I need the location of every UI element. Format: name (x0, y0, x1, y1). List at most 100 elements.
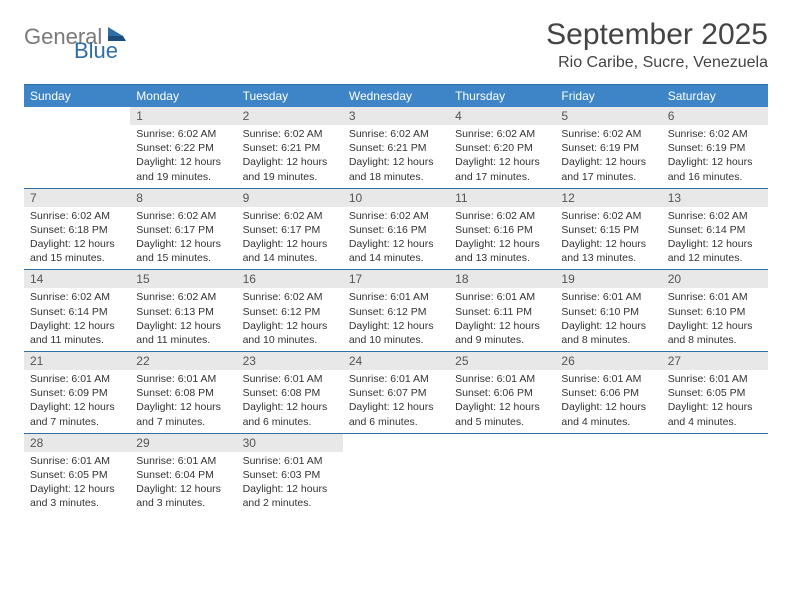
day-number (24, 107, 130, 125)
sunset-text: Sunset: 6:10 PM (561, 305, 655, 319)
week-row: 7Sunrise: 6:02 AMSunset: 6:18 PMDaylight… (24, 189, 768, 271)
daylight-text: Daylight: 12 hours and 17 minutes. (455, 155, 549, 183)
day-number: 27 (662, 352, 768, 370)
sunset-text: Sunset: 6:05 PM (668, 386, 762, 400)
day-cell: 17 Sunrise: 6:01 AMSunset: 6:12 PMDayligh… (343, 270, 449, 351)
dow-monday: Monday (130, 85, 236, 107)
location: Rio Caribe, Sucre, Venezuela (546, 54, 768, 72)
day-cell: 1Sunrise: 6:02 AMSunset: 6:22 PMDaylight… (130, 107, 236, 188)
day-cell: 16Sunrise: 6:02 AMSunset: 6:12 PMDayligh… (237, 270, 343, 351)
day-number: 6 (662, 107, 768, 125)
sunrise-text: Sunrise: 6:01 AM (561, 290, 655, 304)
sunset-text: Sunset: 6:04 PM (136, 468, 230, 482)
day-cell: 29Sunrise: 6:01 AMSunset: 6:04 PMDayligh… (130, 434, 236, 515)
sunrise-text: Sunrise: 6:01 AM (349, 290, 443, 304)
day-data: Sunrise: 6:01 AMSunset: 6:11 PMDaylight:… (449, 288, 555, 351)
day-data: Sunrise: 6:02 AMSunset: 6:19 PMDaylight:… (555, 125, 661, 188)
sunrise-text: Sunrise: 6:01 AM (455, 290, 549, 304)
daylight-text: Daylight: 12 hours and 10 minutes. (349, 319, 443, 347)
day-number: 2 (237, 107, 343, 125)
week-row: 28Sunrise: 6:01 AMSunset: 6:05 PMDayligh… (24, 434, 768, 515)
sunset-text: Sunset: 6:16 PM (349, 223, 443, 237)
sunset-text: Sunset: 6:20 PM (455, 141, 549, 155)
day-number: 30 (237, 434, 343, 452)
day-data: Sunrise: 6:02 AMSunset: 6:18 PMDaylight:… (24, 207, 130, 270)
sunrise-text: Sunrise: 6:02 AM (243, 209, 337, 223)
day-cell (343, 434, 449, 515)
day-cell: 30Sunrise: 6:01 AMSunset: 6:03 PMDayligh… (237, 434, 343, 515)
daylight-text: Daylight: 12 hours and 14 minutes. (349, 237, 443, 265)
day-cell (555, 434, 661, 515)
day-cell: 24Sunrise: 6:01 AMSunset: 6:07 PMDayligh… (343, 352, 449, 433)
sunset-text: Sunset: 6:13 PM (136, 305, 230, 319)
sunrise-text: Sunrise: 6:02 AM (243, 127, 337, 141)
sunset-text: Sunset: 6:06 PM (455, 386, 549, 400)
sunset-text: Sunset: 6:22 PM (136, 141, 230, 155)
sunset-text: Sunset: 6:16 PM (455, 223, 549, 237)
day-number (343, 434, 449, 452)
week-row: 14Sunrise: 6:02 AMSunset: 6:14 PMDayligh… (24, 270, 768, 352)
sunrise-text: Sunrise: 6:02 AM (243, 290, 337, 304)
day-cell: 20Sunrise: 6:01 AMSunset: 6:10 PMDayligh… (662, 270, 768, 351)
day-number: 5 (555, 107, 661, 125)
day-cell: 8Sunrise: 6:02 AMSunset: 6:17 PMDaylight… (130, 189, 236, 270)
daylight-text: Daylight: 12 hours and 3 minutes. (30, 482, 124, 510)
sunrise-text: Sunrise: 6:01 AM (455, 372, 549, 386)
sunrise-text: Sunrise: 6:01 AM (349, 372, 443, 386)
day-cell: 9Sunrise: 6:02 AMSunset: 6:17 PMDaylight… (237, 189, 343, 270)
day-number: 20 (662, 270, 768, 288)
day-cell: 12Sunrise: 6:02 AMSunset: 6:15 PMDayligh… (555, 189, 661, 270)
day-cell: 14Sunrise: 6:02 AMSunset: 6:14 PMDayligh… (24, 270, 130, 351)
day-data: Sunrise: 6:01 AMSunset: 6:03 PMDaylight:… (237, 452, 343, 515)
sunset-text: Sunset: 6:15 PM (561, 223, 655, 237)
daylight-text: Daylight: 12 hours and 3 minutes. (136, 482, 230, 510)
sunrise-text: Sunrise: 6:01 AM (668, 372, 762, 386)
sunrise-text: Sunrise: 6:01 AM (30, 372, 124, 386)
day-data: Sunrise: 6:02 AMSunset: 6:16 PMDaylight:… (449, 207, 555, 270)
daylight-text: Daylight: 12 hours and 13 minutes. (455, 237, 549, 265)
sunset-text: Sunset: 6:03 PM (243, 468, 337, 482)
sunset-text: Sunset: 6:07 PM (349, 386, 443, 400)
sunrise-text: Sunrise: 6:02 AM (30, 209, 124, 223)
day-data: Sunrise: 6:01 AMSunset: 6:04 PMDaylight:… (130, 452, 236, 515)
day-cell: 6Sunrise: 6:02 AMSunset: 6:19 PMDaylight… (662, 107, 768, 188)
day-data: Sunrise: 6:02 AMSunset: 6:20 PMDaylight:… (449, 125, 555, 188)
sunrise-text: Sunrise: 6:02 AM (349, 209, 443, 223)
day-number: 10 (343, 189, 449, 207)
day-data: Sunrise: 6:01 AMSunset: 6:09 PMDaylight:… (24, 370, 130, 433)
sunset-text: Sunset: 6:12 PM (349, 305, 443, 319)
daylight-text: Daylight: 12 hours and 6 minutes. (349, 400, 443, 428)
day-data: Sunrise: 6:02 AMSunset: 6:22 PMDaylight:… (130, 125, 236, 188)
day-number: 14 (24, 270, 130, 288)
day-cell: 3Sunrise: 6:02 AMSunset: 6:21 PMDaylight… (343, 107, 449, 188)
day-data: Sunrise: 6:02 AMSunset: 6:19 PMDaylight:… (662, 125, 768, 188)
day-cell (449, 434, 555, 515)
daylight-text: Daylight: 12 hours and 18 minutes. (349, 155, 443, 183)
sunset-text: Sunset: 6:11 PM (455, 305, 549, 319)
daylight-text: Daylight: 12 hours and 13 minutes. (561, 237, 655, 265)
day-data: Sunrise: 6:02 AMSunset: 6:12 PMDaylight:… (237, 288, 343, 351)
calendar: Sunday Monday Tuesday Wednesday Thursday… (24, 84, 768, 514)
day-number: 12 (555, 189, 661, 207)
daylight-text: Daylight: 12 hours and 19 minutes. (136, 155, 230, 183)
sunset-text: Sunset: 6:08 PM (243, 386, 337, 400)
day-data: Sunrise: 6:02 AMSunset: 6:17 PMDaylight:… (237, 207, 343, 270)
dow-tuesday: Tuesday (237, 85, 343, 107)
daylight-text: Daylight: 12 hours and 11 minutes. (30, 319, 124, 347)
day-number: 17 (343, 270, 449, 288)
day-cell: 21Sunrise: 6:01 AMSunset: 6:09 PMDayligh… (24, 352, 130, 433)
daylight-text: Daylight: 12 hours and 15 minutes. (30, 237, 124, 265)
dow-sunday: Sunday (24, 85, 130, 107)
sunset-text: Sunset: 6:12 PM (243, 305, 337, 319)
daylight-text: Daylight: 12 hours and 8 minutes. (561, 319, 655, 347)
sunrise-text: Sunrise: 6:02 AM (455, 209, 549, 223)
sunset-text: Sunset: 6:14 PM (668, 223, 762, 237)
day-data: Sunrise: 6:02 AMSunset: 6:14 PMDaylight:… (662, 207, 768, 270)
day-number: 16 (237, 270, 343, 288)
day-of-week-row: Sunday Monday Tuesday Wednesday Thursday… (24, 85, 768, 107)
title-block: September 2025 Rio Caribe, Sucre, Venezu… (546, 18, 768, 72)
day-number: 29 (130, 434, 236, 452)
sunrise-text: Sunrise: 6:01 AM (668, 290, 762, 304)
sunrise-text: Sunrise: 6:02 AM (668, 209, 762, 223)
day-number: 8 (130, 189, 236, 207)
